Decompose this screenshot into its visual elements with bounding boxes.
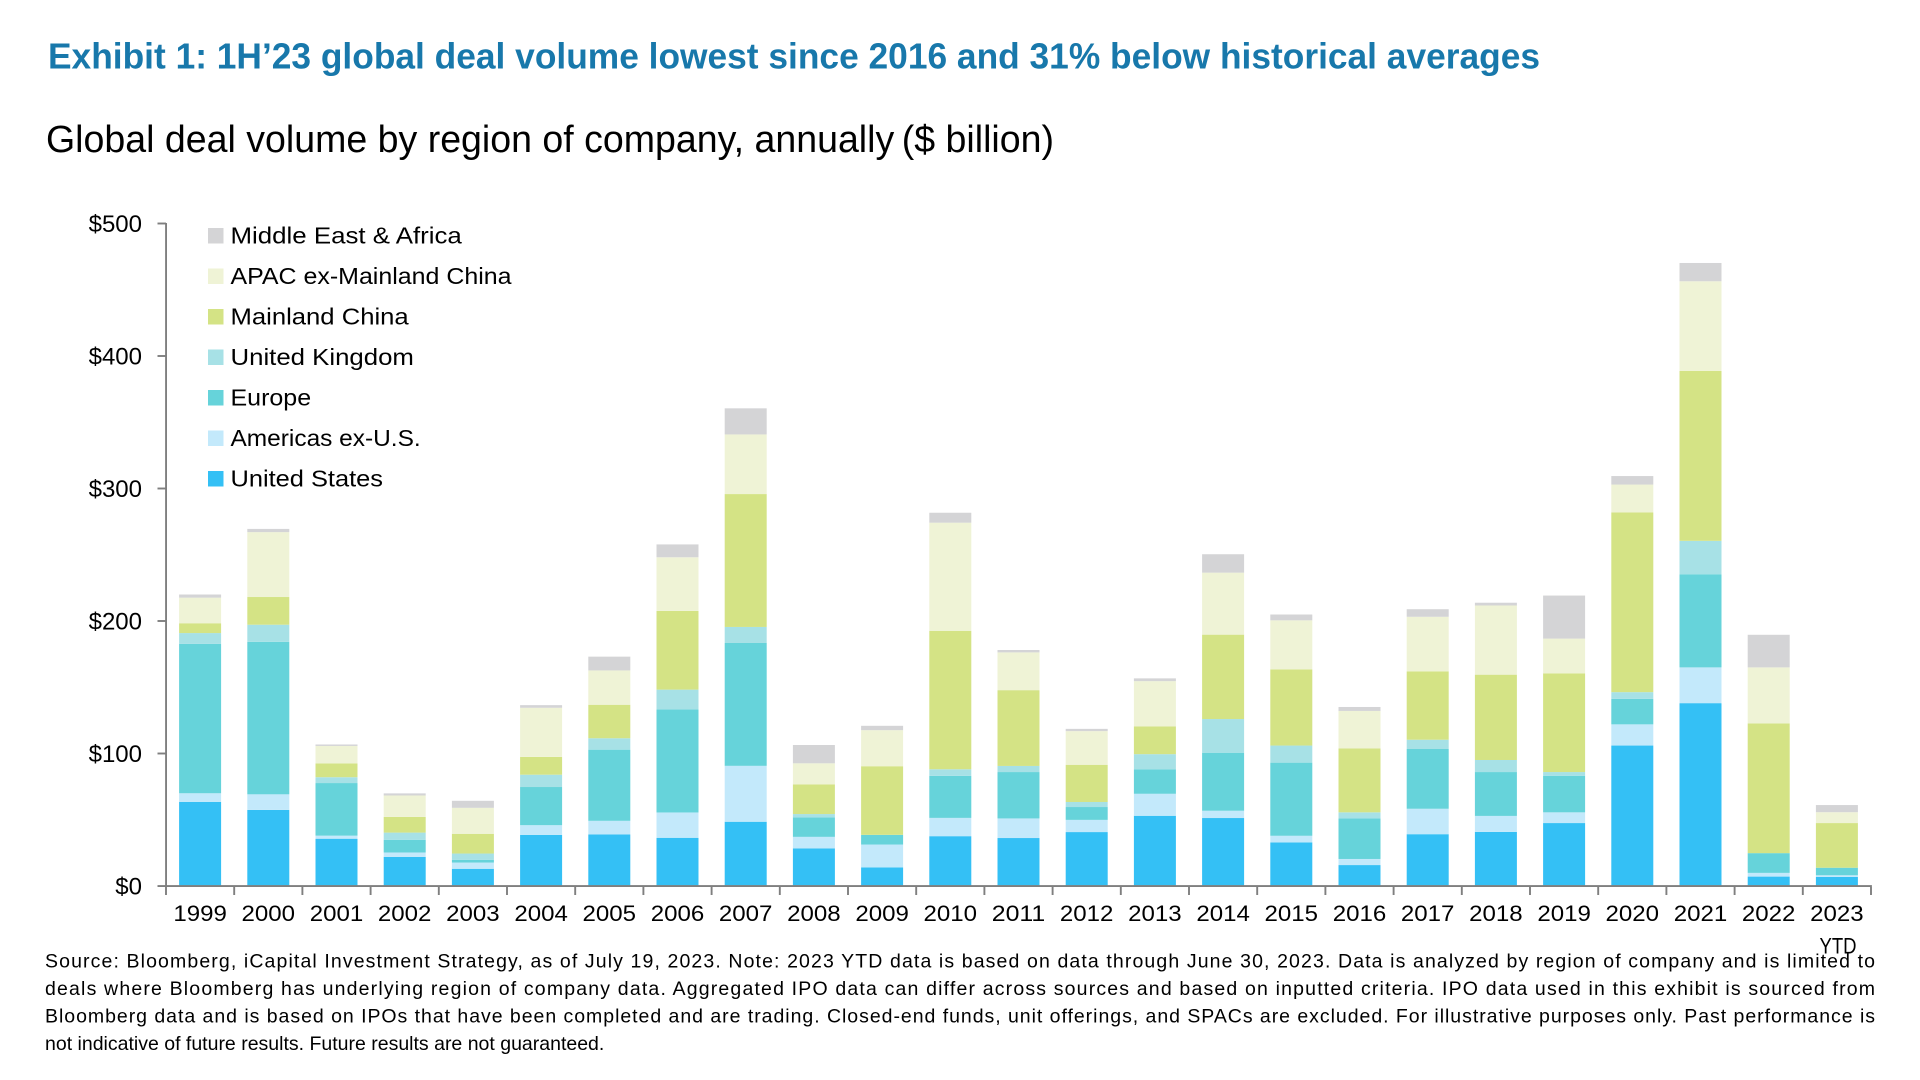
svg-text:2014: 2014 xyxy=(1196,901,1250,926)
svg-text:$200: $200 xyxy=(89,609,142,636)
svg-text:2008: 2008 xyxy=(787,901,841,926)
svg-text:2002: 2002 xyxy=(378,901,432,926)
svg-text:2011: 2011 xyxy=(992,901,1046,926)
svg-text:$100: $100 xyxy=(89,741,142,768)
svg-text:Exhibit 1: 1H’23 global deal v: Exhibit 1: 1H’23 global deal volume lowe… xyxy=(48,36,1540,77)
svg-text:2021: 2021 xyxy=(1674,901,1728,926)
svg-text:2010: 2010 xyxy=(924,901,978,926)
svg-text:2022: 2022 xyxy=(1742,901,1796,926)
svg-text:2009: 2009 xyxy=(855,901,909,926)
svg-text:2016: 2016 xyxy=(1333,901,1387,926)
svg-text:1999: 1999 xyxy=(173,901,227,926)
svg-text:not indicative of future resul: not indicative of future results. Future… xyxy=(45,1033,604,1055)
svg-text:APAC ex-Mainland China: APAC ex-Mainland China xyxy=(231,263,512,289)
svg-text:Middle East & Africa: Middle East & Africa xyxy=(231,223,463,249)
svg-text:$0: $0 xyxy=(115,874,142,901)
svg-text:2020: 2020 xyxy=(1606,901,1660,926)
svg-text:2004: 2004 xyxy=(514,901,568,926)
svg-text:2000: 2000 xyxy=(242,901,296,926)
svg-text:Mainland China: Mainland China xyxy=(231,304,409,330)
svg-text:2013: 2013 xyxy=(1128,901,1182,926)
svg-text:$400: $400 xyxy=(89,344,142,371)
svg-text:2006: 2006 xyxy=(651,901,705,926)
svg-text:2007: 2007 xyxy=(719,901,773,926)
svg-text:2012: 2012 xyxy=(1060,901,1114,926)
svg-text:2017: 2017 xyxy=(1401,901,1455,926)
svg-text:Bloomberg data and is based on: Bloomberg data and is based on IPOs that… xyxy=(45,1006,1875,1028)
svg-text:2019: 2019 xyxy=(1537,901,1591,926)
svg-text:2005: 2005 xyxy=(583,901,637,926)
svg-text:Europe: Europe xyxy=(231,385,312,411)
svg-text:United States: United States xyxy=(231,466,384,492)
svg-text:Global deal volume by region o: Global deal volume by region of company,… xyxy=(46,119,1054,161)
svg-text:2001: 2001 xyxy=(310,901,364,926)
svg-text:Source: Bloomberg, iCapital In: Source: Bloomberg, iCapital Investment S… xyxy=(45,951,1875,973)
svg-text:2003: 2003 xyxy=(446,901,500,926)
svg-text:deals where Bloomberg has unde: deals where Bloomberg has underlying reg… xyxy=(45,978,1875,1000)
svg-text:$300: $300 xyxy=(89,476,142,503)
svg-text:YTD: YTD xyxy=(1820,934,1857,959)
svg-text:United Kingdom: United Kingdom xyxy=(231,344,414,370)
svg-text:2015: 2015 xyxy=(1265,901,1319,926)
svg-text:2018: 2018 xyxy=(1469,901,1523,926)
svg-text:2023: 2023 xyxy=(1810,901,1864,926)
svg-text:$500: $500 xyxy=(89,211,142,238)
svg-text:Americas ex-U.S.: Americas ex-U.S. xyxy=(231,425,421,451)
